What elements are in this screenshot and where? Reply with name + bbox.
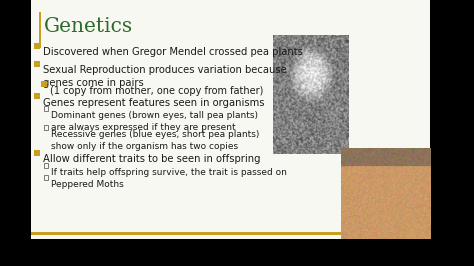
Text: Recessive genes (blue eyes, short pea plants)
show only if the organism has two : Recessive genes (blue eyes, short pea pl… (51, 130, 260, 151)
Bar (44, 175, 48, 180)
Text: Sexual Reproduction produces variation because
genes come in pairs: Sexual Reproduction produces variation b… (43, 65, 286, 88)
Bar (44, 163, 48, 168)
Bar (31, 0, 430, 239)
Text: Peppered Moths: Peppered Moths (51, 180, 124, 189)
Text: Discovered when Gregor Mendel crossed pea plants: Discovered when Gregor Mendel crossed pe… (43, 47, 302, 57)
Bar (31, 232, 430, 235)
Bar (34, 61, 40, 66)
Bar (44, 106, 48, 111)
Bar (44, 125, 48, 130)
Bar (34, 93, 40, 99)
Bar (34, 150, 40, 156)
Bar (34, 43, 40, 49)
Bar (41, 81, 47, 87)
Text: (1 copy from mother, one copy from father): (1 copy from mother, one copy from fathe… (50, 86, 263, 96)
Text: If traits help offspring survive, the trait is passed on: If traits help offspring survive, the tr… (51, 168, 287, 177)
Bar (0, 0, 31, 266)
Bar (39, 12, 41, 48)
Text: Genetics: Genetics (44, 17, 133, 36)
Text: Dominant genes (brown eyes, tall pea plants)
are always expressed if they are pr: Dominant genes (brown eyes, tall pea pla… (51, 111, 258, 132)
Bar (0, 239, 474, 266)
Bar (430, 0, 474, 266)
Text: Genes represent features seen in organisms: Genes represent features seen in organis… (43, 98, 264, 108)
Text: Allow different traits to be seen in offspring: Allow different traits to be seen in off… (43, 154, 260, 164)
